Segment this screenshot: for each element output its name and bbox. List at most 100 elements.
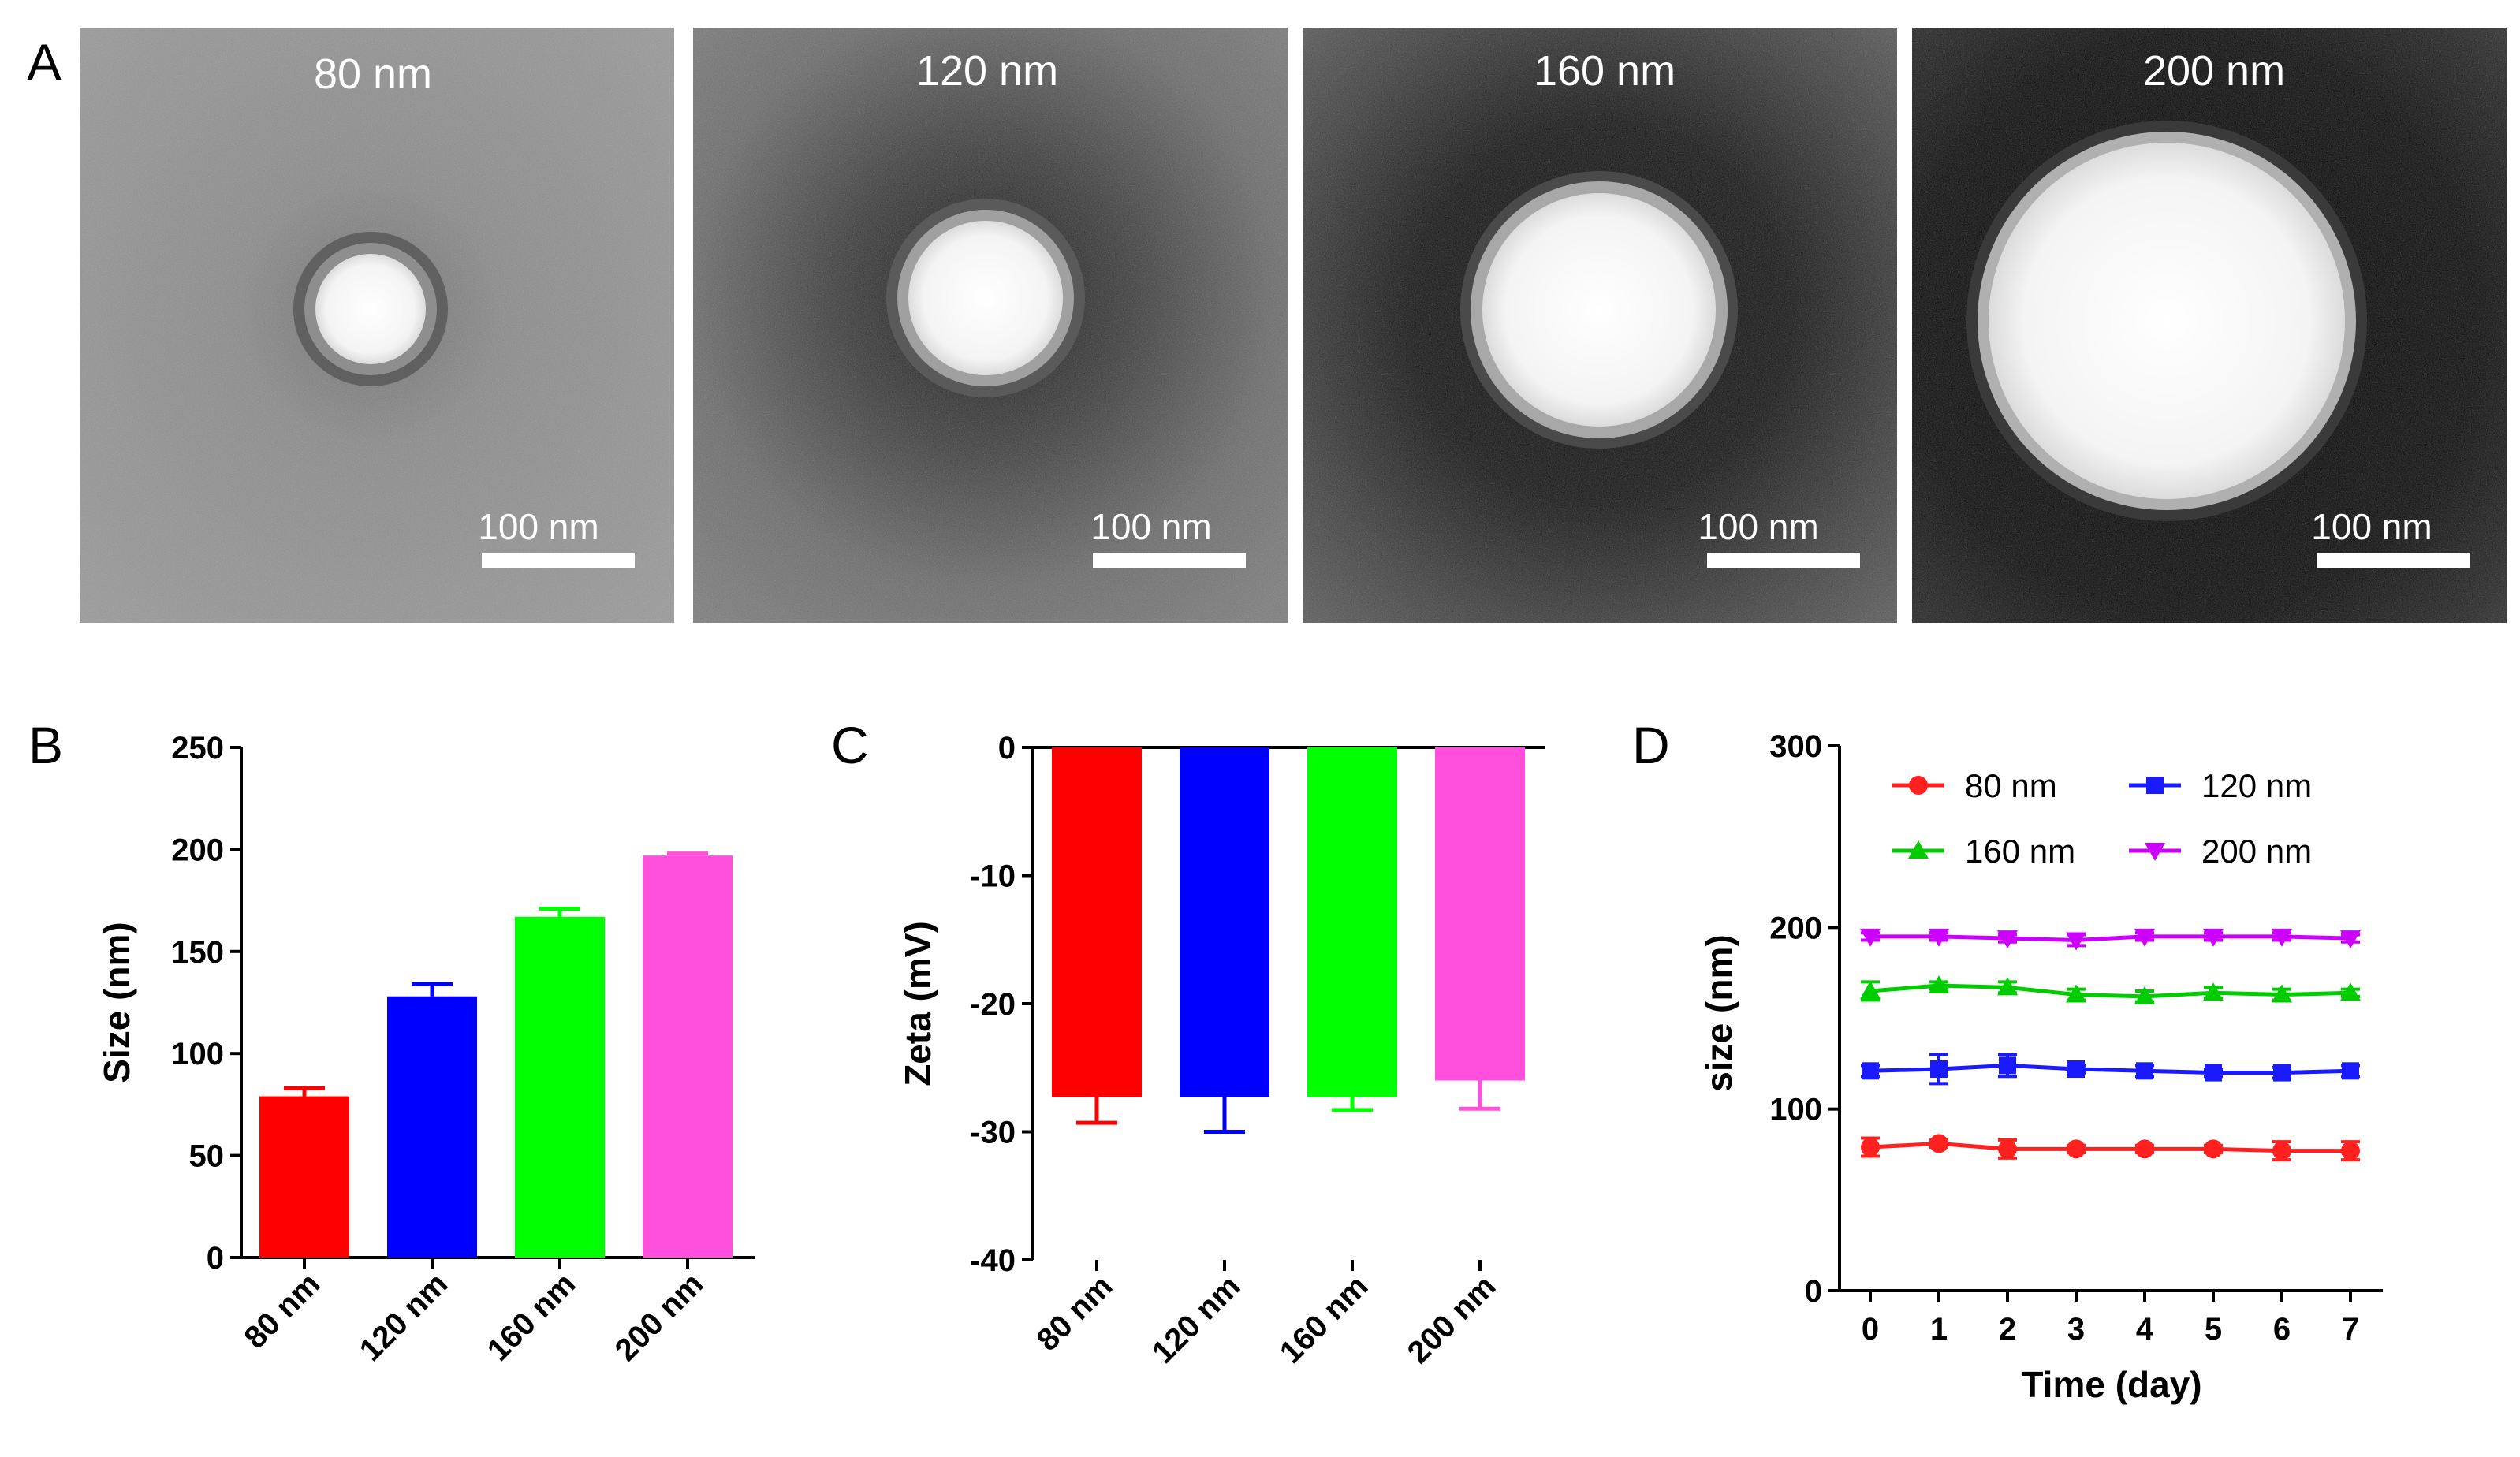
data-point <box>2066 932 2086 951</box>
panel-label-c: C <box>831 716 869 774</box>
data-point <box>1929 928 1949 947</box>
y-tick-label: 0 <box>998 731 1016 766</box>
y-axis-title: size (nm) <box>1698 934 1739 1091</box>
panel-label-a: A <box>27 33 62 91</box>
data-point <box>1860 980 1881 999</box>
data-point <box>1997 930 2018 949</box>
data-point <box>2134 986 2155 1004</box>
data-point <box>2340 930 2361 949</box>
data-point <box>2203 982 2224 1001</box>
chart-zeta-bar: 0 -10 -20 -30 -40 Zeta (mV) 80 nm 120 nm 160 nm 2… <box>897 731 1545 1370</box>
x-tick-label: 7 <box>2342 1312 2359 1347</box>
y-tick-label: 50 <box>189 1139 225 1174</box>
x-tick-label: 80 nm <box>238 1266 327 1355</box>
data-point <box>2272 1141 2291 1161</box>
y-tick-label: -10 <box>970 859 1016 894</box>
scale-bar-120 <box>1093 553 1246 568</box>
y-tick-label: -30 <box>970 1116 1016 1150</box>
data-point <box>2067 1060 2085 1078</box>
scale-bar-label-120: 100 nm <box>1090 506 1211 547</box>
data-point <box>2066 984 2086 1003</box>
tem-image-200: 200 nm 100 nm <box>1912 28 2507 623</box>
y-tick-label: 300 <box>1769 729 1822 764</box>
y-tick-label: -40 <box>970 1243 1016 1278</box>
data-point <box>2067 1139 2086 1159</box>
x-axis-title: Time (day) <box>2021 1364 2201 1405</box>
x-tick-label: 6 <box>2273 1312 2291 1347</box>
tem-image-120: 120 nm 100 nm <box>693 28 1288 623</box>
tem-image-160: 160 nm 100 nm <box>1303 28 1897 623</box>
bar <box>259 1096 349 1258</box>
chart-size-bar: 0 50 100 150 200 250 Size (nm) 80 nm 120 nm 160 n… <box>96 731 755 1368</box>
tem-label-120: 120 nm <box>916 47 1058 95</box>
y-tick-label: 150 <box>171 935 224 970</box>
data-point <box>2273 1064 2291 1082</box>
data-point <box>2146 777 2164 794</box>
data-point <box>2134 928 2155 947</box>
panel-label-d: D <box>1632 716 1670 774</box>
data-point <box>2136 1062 2153 1080</box>
scale-bar-label-160: 100 nm <box>1698 506 1818 547</box>
y-tick-label: 200 <box>1769 911 1822 945</box>
y-tick-label: 100 <box>1769 1093 1822 1127</box>
series-line <box>1869 1141 2350 1153</box>
data-point <box>1999 1056 2016 1075</box>
x-tick-label: 2 <box>1999 1312 2016 1347</box>
bar <box>1180 747 1269 1097</box>
series-line <box>1869 983 2351 999</box>
data-point <box>2342 1062 2359 1080</box>
y-tick-label: 0 <box>1805 1274 1822 1309</box>
data-point <box>1930 1060 1948 1078</box>
bar <box>515 916 605 1258</box>
tem-label-200: 200 nm <box>2143 47 2285 95</box>
series-line <box>1869 1063 2351 1075</box>
data-point <box>2203 928 2224 947</box>
y-tick-label: -20 <box>970 987 1016 1022</box>
x-tick-label: 200 nm <box>609 1266 710 1368</box>
data-point <box>1997 977 2018 996</box>
data-point <box>1998 1139 2017 1159</box>
y-tick-label: 250 <box>171 731 224 766</box>
data-point <box>2340 982 2361 1001</box>
data-point <box>2145 843 2165 861</box>
scale-bar-80 <box>482 553 635 568</box>
x-tick-label: 120 nm <box>1146 1269 1247 1370</box>
y-tick-label: 0 <box>207 1241 224 1276</box>
chart-stability-line: 0 100 200 300 0 1 2 3 4 5 6 7 Time (day) size (nm) 80 … <box>1698 729 2383 1405</box>
data-point <box>2341 1141 2360 1161</box>
legend-label: 80 nm <box>1965 767 2057 804</box>
x-tick-label: 5 <box>2205 1312 2222 1347</box>
y-axis-title: Size (nm) <box>96 922 137 1083</box>
tem-label-80: 80 nm <box>314 50 432 98</box>
x-tick-label: 160 nm <box>1273 1269 1375 1370</box>
bar <box>1435 747 1525 1081</box>
bar <box>1307 747 1397 1097</box>
y-tick-label: 200 <box>171 833 224 867</box>
x-tick-label: 4 <box>2136 1312 2154 1347</box>
data-point <box>1909 776 1928 795</box>
scale-bar-label-80: 100 nm <box>478 506 598 547</box>
data-point <box>2272 928 2292 947</box>
x-tick-label: 120 nm <box>353 1266 455 1368</box>
legend-label: 160 nm <box>1965 833 2075 870</box>
tem-label-160: 160 nm <box>1534 47 1676 95</box>
data-point <box>1908 840 1929 859</box>
scale-bar-label-200: 100 nm <box>2311 506 2432 547</box>
legend-label: 200 nm <box>2201 833 2312 870</box>
scale-bar-200 <box>2317 553 2470 568</box>
y-axis-title: Zeta (mV) <box>897 921 938 1086</box>
x-tick-label: 3 <box>2067 1312 2085 1347</box>
bar <box>387 996 477 1258</box>
tem-image-80: 80 nm 100 nm <box>80 28 674 623</box>
data-point <box>1862 1062 1879 1080</box>
data-point <box>2135 1139 2154 1159</box>
x-tick-label: 200 nm <box>1401 1269 1503 1370</box>
bar <box>1052 747 1142 1097</box>
data-point <box>2204 1139 2223 1159</box>
data-point <box>1929 1134 1948 1153</box>
bar <box>643 855 733 1258</box>
data-point <box>1861 1138 1880 1157</box>
scale-bar-160 <box>1707 553 1860 568</box>
data-point <box>2205 1064 2222 1082</box>
